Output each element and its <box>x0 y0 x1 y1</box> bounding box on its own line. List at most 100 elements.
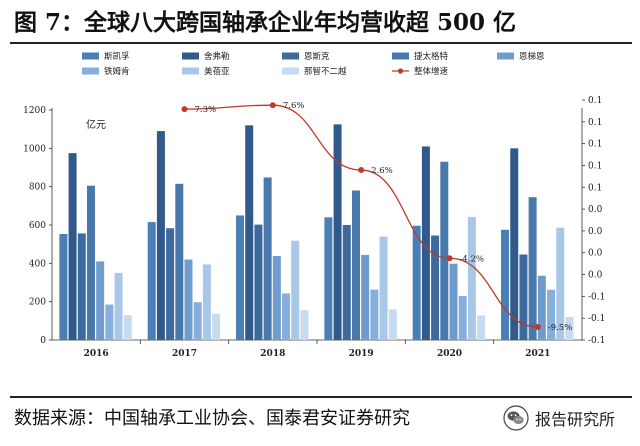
growth-point <box>534 324 541 331</box>
bar <box>254 224 263 340</box>
bar <box>467 216 476 340</box>
growth-line-path <box>184 104 538 328</box>
y2-tick-label: 0.1 <box>588 118 602 128</box>
x-tick-label: 2018 <box>260 349 285 359</box>
y-tick-label: 400 <box>29 259 46 269</box>
bar <box>421 146 430 340</box>
figure-title: 图 7：全球八大跨国轴承企业年均营收超 500 亿 <box>14 9 517 36</box>
bar <box>449 263 458 340</box>
y2-tick-label: 0.0 <box>588 227 603 237</box>
wechat-icon <box>503 405 529 431</box>
legend-swatch <box>282 52 299 60</box>
bar <box>156 131 165 340</box>
legend-label: 舍弗勒 <box>204 51 230 62</box>
bar <box>431 235 440 340</box>
y-tick-label: 1000 <box>23 144 46 154</box>
legend-swatch <box>282 67 299 75</box>
y-tick-label: 600 <box>29 221 46 231</box>
bar <box>272 256 281 340</box>
bar <box>282 293 291 340</box>
x-tick-label: 2017 <box>172 349 197 359</box>
bar <box>528 197 537 340</box>
bars <box>59 124 574 340</box>
y2-tick-label: 0.0 <box>588 205 603 215</box>
source-rule <box>10 396 632 398</box>
legend-label: 恩斯克 <box>304 51 330 62</box>
legend-swatch <box>182 67 199 75</box>
bar <box>105 304 114 340</box>
bar <box>556 227 565 340</box>
bar <box>351 190 360 340</box>
bar <box>300 310 309 340</box>
bar <box>324 217 333 340</box>
bar <box>147 222 156 340</box>
growth-point <box>181 106 188 113</box>
bar <box>212 313 221 340</box>
bar <box>333 124 342 340</box>
y-tick-label: 0 <box>40 336 46 346</box>
growth-point <box>269 102 276 109</box>
y2-tick-label: 0.1 <box>588 96 602 106</box>
bar <box>263 177 272 340</box>
bar <box>193 302 202 340</box>
legend-label: 美蓓亚 <box>204 66 230 77</box>
growth-data-label: 2.6% <box>371 166 393 176</box>
bar <box>59 234 68 340</box>
bar <box>477 315 486 340</box>
y2-tick-label: -0.1 <box>588 336 605 346</box>
bar <box>86 185 95 340</box>
bar <box>184 259 193 340</box>
bar <box>412 225 421 340</box>
legend-swatch <box>82 52 99 60</box>
legend-swatch <box>392 52 409 60</box>
growth-line: 7.3% 7.6% 2.6% -4.2% -9.5% <box>181 101 572 333</box>
legend-swatch <box>82 67 99 75</box>
y-tick-label: 200 <box>29 298 46 308</box>
bar <box>175 183 184 340</box>
bar <box>510 148 519 340</box>
legend-label: 恩梯恩 <box>519 51 545 62</box>
bar <box>547 289 556 340</box>
y2-tick-label: 0.0 <box>588 249 603 259</box>
y-tick-label: 800 <box>29 183 46 193</box>
bar <box>379 236 388 340</box>
bar <box>501 229 510 340</box>
title-rule <box>10 42 632 44</box>
bar <box>370 289 379 340</box>
source-note: 数据来源：中国轴承工业协会、国泰君安证券研究 <box>14 408 410 429</box>
bar <box>236 215 245 340</box>
bar <box>77 233 86 340</box>
x-tick-label: 2021 <box>525 349 550 359</box>
legend-label: 捷太格特 <box>414 51 449 62</box>
legend-label: 斯凯孚 <box>104 51 130 62</box>
watermark: 报告研究所 <box>503 401 637 435</box>
y-tick-label: 1200 <box>23 106 46 116</box>
bar <box>291 240 300 340</box>
x-tick-label: 2016 <box>84 349 109 359</box>
bar <box>537 275 546 340</box>
y2-tick-label: -0.1 <box>588 292 605 302</box>
axes: 0 200 400 600 800 1000 1200 -0.1 -0.1 -0.1 0.0 0.0 0… <box>23 96 605 359</box>
legend-label: 整体增速 <box>414 66 449 77</box>
bar <box>96 261 105 340</box>
bar <box>519 254 528 340</box>
growth-data-label: 7.6% <box>283 101 305 111</box>
bar <box>565 317 574 340</box>
bar <box>166 228 175 340</box>
bar <box>68 153 77 340</box>
bar <box>361 254 370 340</box>
bar <box>342 225 351 340</box>
bar <box>458 295 467 340</box>
legend-swatch <box>497 52 514 60</box>
x-tick-label: 2019 <box>349 349 374 359</box>
bar <box>202 264 211 340</box>
bar <box>388 309 397 340</box>
legend-label: 铁姆肯 <box>104 66 130 77</box>
y2-tick-label: 0.1 <box>588 140 602 150</box>
bar <box>245 125 254 340</box>
y2-tick-label: 0.0 <box>588 271 603 281</box>
bar <box>440 161 449 340</box>
x-tick-label: 2020 <box>437 349 462 359</box>
y-unit-label: 亿元 <box>86 118 106 131</box>
